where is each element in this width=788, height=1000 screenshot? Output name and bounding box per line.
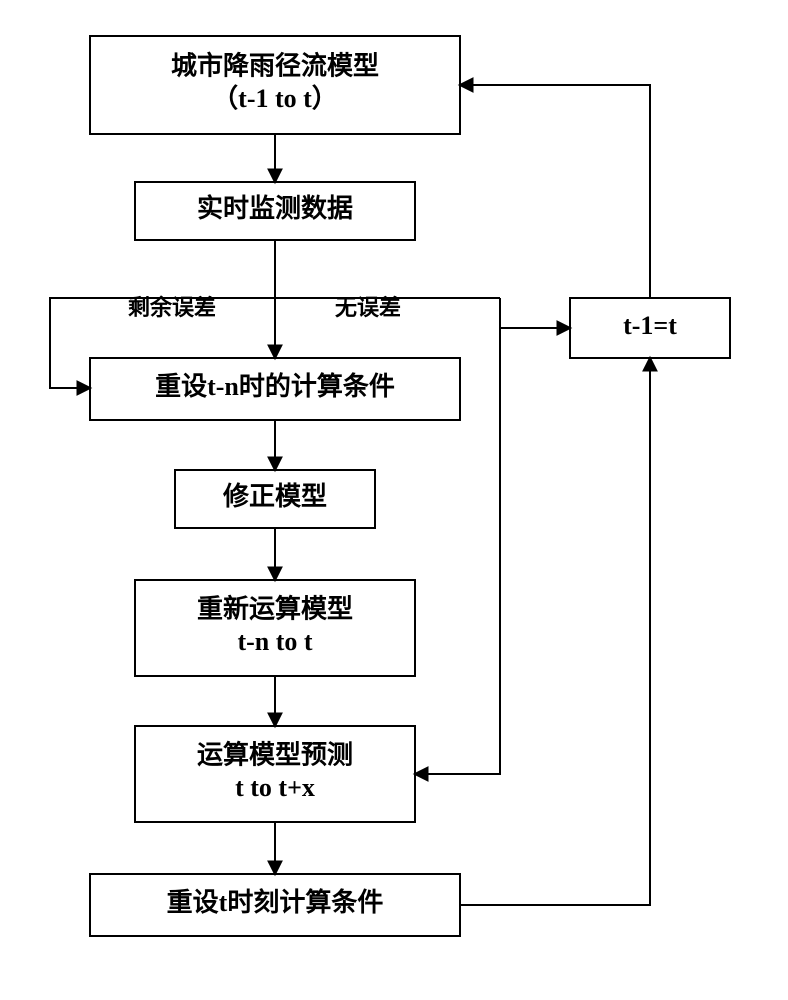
node-n5-label-line-1: t-n to t [237, 627, 312, 656]
node-n3: 重设t-n时的计算条件 [90, 358, 460, 420]
node-n4-label-line-0: 修正模型 [222, 481, 327, 511]
branch-label-residual: 剩余误差 [128, 295, 216, 320]
node-n8: t-1=t [570, 298, 730, 358]
node-n5: 重新运算模型 t-n to t [135, 580, 415, 676]
node-n6-label-line-0: 运算模型预测 [197, 740, 353, 770]
node-n2-label-line-0: 实时监测数据 [197, 193, 353, 223]
node-n7: 重设t时刻计算条件 [90, 874, 460, 936]
node-n1: 城市降雨径流模型 （t-1 to t） [90, 36, 460, 134]
edge-n8-n1 [460, 85, 650, 298]
node-n6: 运算模型预测 t to t+x [135, 726, 415, 822]
node-n1-label-line-0: 城市降雨径流模型 [171, 51, 379, 81]
node-n3-label-line-0: 重设t-n时的计算条件 [155, 371, 395, 401]
branch-label-no_error: 无误差 [335, 295, 401, 320]
node-n1-label-line-1: （t-1 to t） [212, 84, 338, 113]
node-n5-label-line-0: 重新运算模型 [197, 594, 353, 624]
node-n7-label-line-0: 重设t时刻计算条件 [167, 887, 384, 917]
node-n6-label-line-1: t to t+x [235, 773, 315, 802]
node-n4: 修正模型 [175, 470, 375, 528]
edge-n7-n8 [460, 358, 650, 905]
edge-noerr-to-n8 [500, 298, 570, 328]
node-n2: 实时监测数据 [135, 182, 415, 240]
node-n8-label-line-0: t-1=t [623, 311, 677, 340]
